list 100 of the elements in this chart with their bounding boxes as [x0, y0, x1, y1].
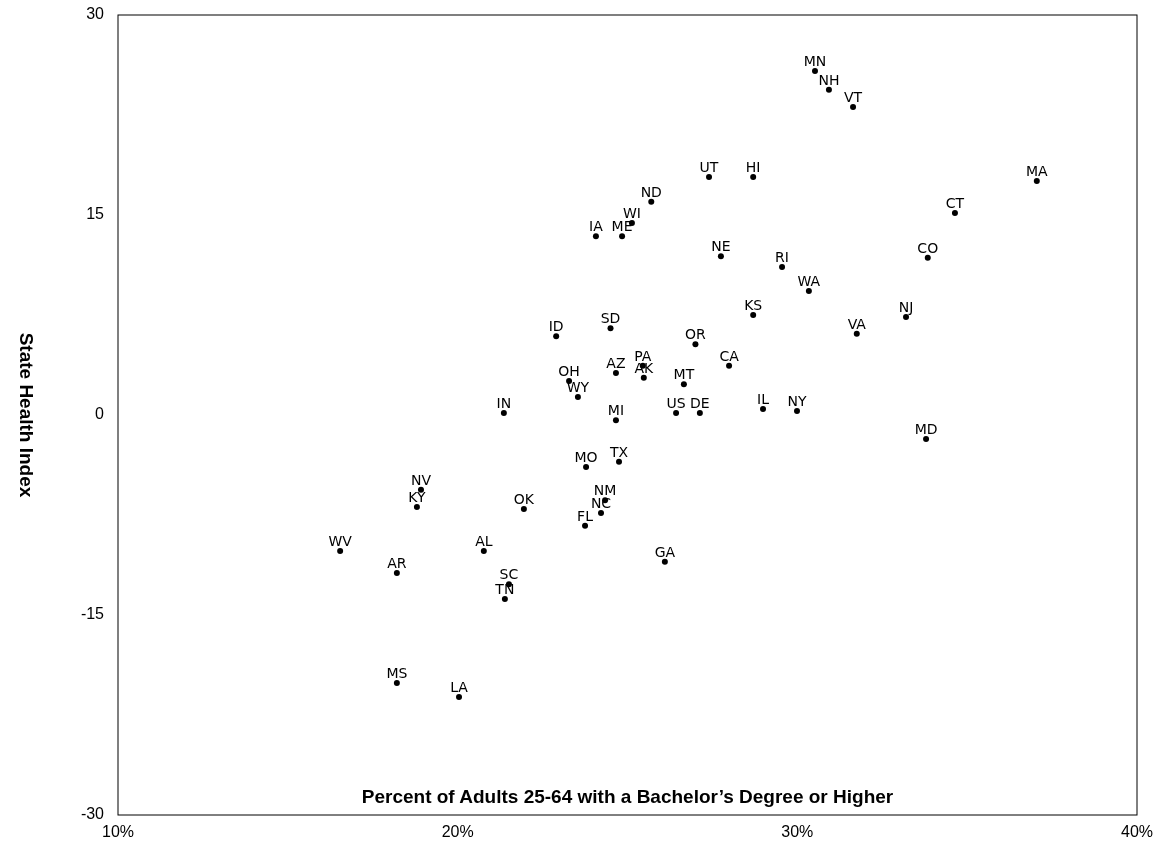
point	[598, 510, 605, 516]
point	[850, 104, 857, 110]
point	[648, 198, 655, 205]
y-tick-label: 30	[86, 5, 105, 23]
y-tick-label: 15	[86, 205, 105, 223]
annotation: AZ	[606, 355, 626, 371]
point	[612, 417, 619, 424]
annotation: KS	[744, 297, 763, 313]
point	[661, 558, 668, 565]
point	[500, 410, 507, 416]
point	[673, 410, 680, 416]
annotation: MI	[607, 402, 625, 419]
point	[696, 410, 703, 416]
annotation: IA	[589, 218, 604, 235]
x-axis-title: Percent of Adults 25-64 with a Bachelor’s Degree or Higher	[361, 786, 894, 807]
y-tick-label: -30	[80, 805, 105, 823]
point	[717, 253, 724, 260]
point	[812, 68, 818, 74]
annotation: IN	[496, 395, 512, 411]
annotation: NJ	[898, 299, 914, 315]
annotation: KY	[408, 489, 426, 505]
annotation: PA	[634, 347, 652, 364]
annotation: HI	[745, 159, 761, 175]
annotation: US	[666, 395, 686, 411]
annotation: AR	[387, 555, 407, 571]
annotation: ME	[611, 218, 633, 235]
annotation: CT	[945, 195, 965, 211]
point	[607, 325, 614, 332]
point	[456, 694, 463, 700]
point	[825, 86, 832, 93]
annotation: OR	[685, 326, 707, 343]
point	[616, 458, 623, 465]
annotation: MN	[803, 53, 827, 69]
point	[393, 570, 400, 576]
annotation: OH	[558, 363, 580, 379]
annotation: MA	[1025, 163, 1049, 179]
point	[793, 408, 800, 414]
point	[692, 341, 699, 348]
annotation: NH	[818, 71, 840, 88]
point	[413, 504, 420, 510]
y-axis-title: State Health Index	[16, 332, 37, 498]
annotation: RI	[775, 249, 789, 265]
annotation: WV	[328, 533, 353, 549]
annotation: NM	[593, 482, 617, 499]
x-tick-label: 20%	[441, 823, 474, 840]
annotation: UT	[699, 159, 719, 175]
point	[924, 254, 931, 261]
x-tick-label: 40%	[1120, 823, 1154, 840]
annotation: FL	[577, 507, 594, 524]
annotation: ID	[548, 318, 564, 335]
annotation: MD	[914, 421, 938, 437]
point	[574, 394, 581, 400]
point	[553, 333, 560, 340]
point	[1033, 178, 1040, 184]
annotation: CA	[719, 347, 740, 364]
point	[393, 680, 400, 686]
annotation: GA	[654, 543, 676, 560]
annotation: VA	[847, 315, 867, 332]
annotation: AL	[475, 533, 493, 549]
point	[726, 362, 733, 369]
point	[480, 548, 487, 554]
point	[760, 406, 767, 412]
annotation: LA	[450, 679, 469, 695]
point	[750, 312, 757, 318]
annotation: OK	[513, 491, 535, 507]
annotation: WY	[566, 379, 590, 395]
point	[805, 288, 812, 294]
annotation: NY	[787, 393, 807, 409]
annotation: SD	[600, 310, 621, 327]
point	[520, 506, 527, 512]
annotation: TN	[494, 581, 515, 597]
point	[612, 370, 619, 376]
annotation: WA	[797, 273, 821, 289]
annotation: SC	[499, 566, 519, 583]
annotation: IL	[757, 391, 770, 407]
point	[619, 233, 626, 240]
y-tick-label: 0	[95, 405, 105, 423]
point	[640, 374, 647, 381]
annotation: MS	[386, 665, 408, 681]
annotation: MT	[673, 366, 695, 383]
point	[583, 464, 590, 470]
annotation: ND	[640, 183, 662, 200]
annotation: VT	[843, 89, 863, 105]
point	[853, 330, 860, 337]
point	[337, 548, 344, 554]
point	[582, 522, 589, 529]
point	[951, 210, 958, 216]
point	[706, 174, 713, 180]
annotation: TX	[608, 443, 629, 460]
annotation: NE	[711, 238, 731, 255]
point	[923, 436, 930, 442]
point	[501, 596, 508, 602]
y-tick-label: -15	[80, 605, 105, 623]
annotation: NV	[410, 471, 432, 488]
annotation: WI	[622, 205, 641, 221]
point	[750, 174, 757, 180]
point	[680, 381, 687, 388]
point	[592, 233, 599, 240]
x-tick-label: 30%	[781, 823, 814, 840]
annotation: MO	[574, 449, 598, 465]
